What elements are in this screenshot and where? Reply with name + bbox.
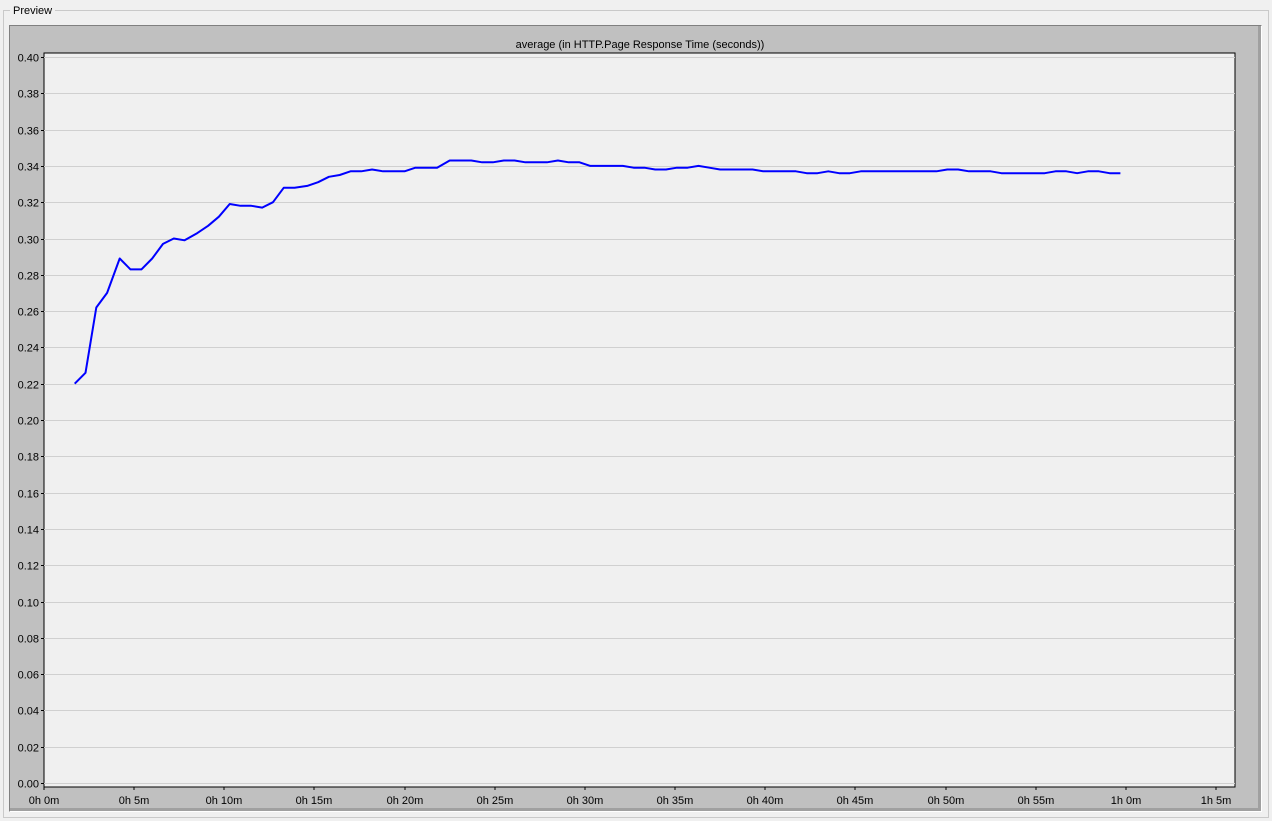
preview-label: Preview [10,4,56,18]
x-tick-label: 0h 30m [567,795,604,807]
y-tick-label: 0.28 [18,271,39,283]
x-tick-label: 0h 40m [747,795,784,807]
y-tick-label: 0.26 [18,307,39,319]
preview-group [3,10,1269,818]
y-tick-label: 0.38 [18,89,39,101]
x-tick-label: 0h 10m [206,795,243,807]
x-tick-label: 0h 45m [837,795,874,807]
x-tick-label: 0h 35m [657,795,694,807]
y-tick-label: 0.10 [18,598,39,610]
y-tick-label: 0.40 [18,53,39,65]
y-tick-label: 0.12 [18,561,39,573]
x-tick-label: 0h 50m [928,795,965,807]
y-tick-label: 0.18 [18,452,39,464]
y-tick-label: 0.14 [18,525,39,537]
y-tick-label: 0.24 [18,343,39,355]
y-tick-label: 0.22 [18,380,39,392]
x-tick-label: 1h 0m [1111,795,1142,807]
y-tick-label: 0.34 [18,162,39,174]
y-tick-label: 0.04 [18,706,39,718]
y-tick-label: 0.36 [18,126,39,138]
x-tick-label: 0h 5m [119,795,150,807]
x-tick-label: 0h 0m [29,795,60,807]
x-tick-label: 0h 55m [1018,795,1055,807]
y-tick-label: 0.08 [18,634,39,646]
chart-title: average (in HTTP.Page Response Time (sec… [516,39,765,51]
y-tick-label: 0.16 [18,489,39,501]
y-tick-label: 0.30 [18,235,39,247]
y-tick-label: 0.32 [18,198,39,210]
x-tick-label: 0h 15m [296,795,333,807]
y-tick-label: 0.00 [18,779,39,791]
x-tick-label: 0h 20m [387,795,424,807]
y-tick-label: 0.02 [18,743,39,755]
y-tick-label: 0.20 [18,416,39,428]
x-tick-label: 1h 5m [1201,795,1232,807]
x-tick-label: 0h 25m [477,795,514,807]
series-line [73,159,1121,385]
y-tick-label: 0.06 [18,670,39,682]
